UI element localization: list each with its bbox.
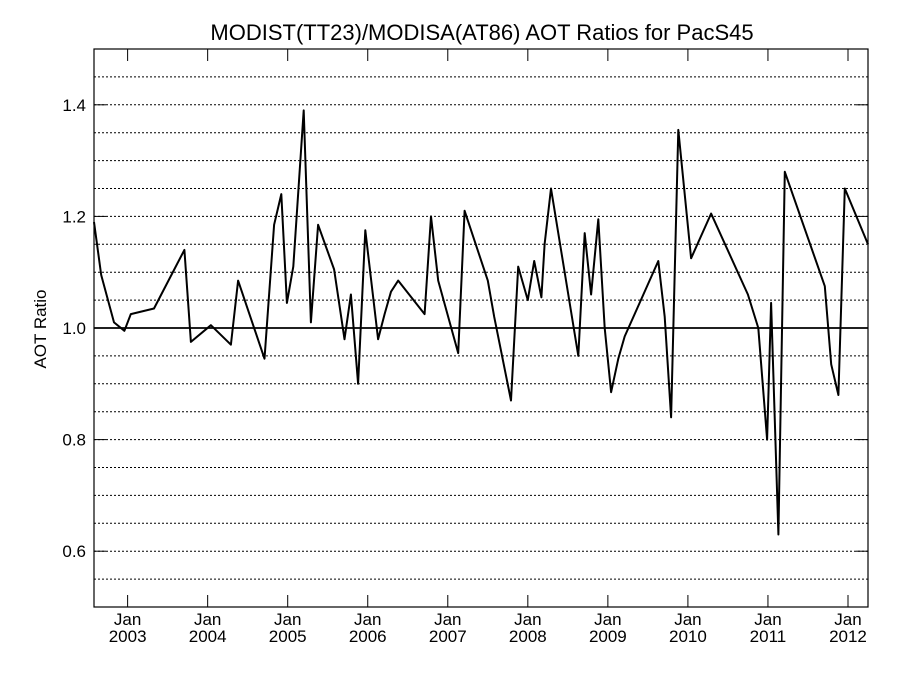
data-point bbox=[770, 302, 772, 304]
x-tick-year-label: 2010 bbox=[669, 627, 707, 646]
data-point bbox=[597, 218, 599, 220]
data-point bbox=[430, 215, 432, 217]
x-tick-month-label: Jan bbox=[754, 610, 781, 629]
data-point bbox=[617, 358, 619, 360]
data-point bbox=[390, 291, 392, 293]
data-point bbox=[424, 313, 426, 315]
data-point bbox=[784, 171, 786, 173]
grid-layer bbox=[94, 76, 868, 580]
data-point bbox=[837, 394, 839, 396]
data-point bbox=[273, 224, 275, 226]
data-point bbox=[757, 327, 759, 329]
data-point bbox=[357, 383, 359, 385]
data-point bbox=[517, 266, 519, 268]
x-tick-year-label: 2012 bbox=[829, 627, 867, 646]
data-point bbox=[844, 188, 846, 189]
data-point bbox=[824, 285, 826, 287]
x-tick-month-label: Jan bbox=[594, 610, 621, 629]
data-point bbox=[130, 313, 132, 315]
chart-title: MODIST(TT23)/MODISA(AT86) AOT Ratios for… bbox=[210, 20, 753, 45]
x-tick-month-label: Jan bbox=[434, 610, 461, 629]
plot-frame bbox=[93, 48, 869, 608]
data-point bbox=[377, 338, 379, 340]
data-point bbox=[624, 335, 626, 337]
data-point bbox=[487, 280, 489, 282]
data-point bbox=[464, 210, 466, 212]
x-tick-year-label: 2011 bbox=[750, 627, 787, 646]
series-line bbox=[93, 109, 869, 536]
data-point bbox=[664, 316, 666, 318]
data-point bbox=[533, 260, 535, 262]
y-tick-label: 1.4 bbox=[62, 96, 86, 115]
data-point bbox=[183, 249, 185, 251]
x-tick-year-label: 2009 bbox=[589, 627, 627, 646]
data-point bbox=[584, 232, 586, 234]
data-point bbox=[657, 260, 659, 262]
data-point bbox=[397, 280, 399, 282]
x-tick-year-label: 2006 bbox=[349, 627, 387, 646]
data-point bbox=[113, 321, 115, 323]
data-point bbox=[237, 280, 239, 282]
data-point bbox=[550, 188, 552, 189]
x-tick-month-label: Jan bbox=[834, 610, 861, 629]
data-point bbox=[540, 296, 542, 298]
point-layer bbox=[93, 109, 869, 535]
data-point bbox=[690, 257, 692, 259]
tick-layer: 0.60.81.01.21.4Jan2003Jan2004Jan2005Jan2… bbox=[62, 49, 868, 646]
x-tick-year-label: 2007 bbox=[429, 627, 467, 646]
data-point bbox=[364, 229, 366, 231]
data-point bbox=[303, 109, 305, 111]
x-tick-month-label: Jan bbox=[354, 610, 381, 629]
data-point bbox=[590, 294, 592, 295]
data-point bbox=[604, 327, 606, 329]
x-tick-year-label: 2004 bbox=[189, 627, 227, 646]
x-tick-month-label: Jan bbox=[514, 610, 541, 629]
x-tick-month-label: Jan bbox=[114, 610, 141, 629]
data-point bbox=[310, 321, 312, 323]
data-point bbox=[527, 299, 529, 301]
x-tick-year-label: 2008 bbox=[509, 627, 547, 646]
x-tick-month-label: Jan bbox=[674, 610, 701, 629]
data-point bbox=[710, 213, 712, 215]
data-point bbox=[344, 338, 345, 340]
y-tick-label: 0.6 bbox=[62, 542, 86, 561]
data-point bbox=[670, 416, 672, 418]
data-point bbox=[577, 355, 579, 357]
data-point bbox=[292, 266, 294, 268]
x-tick-year-label: 2003 bbox=[109, 627, 147, 646]
data-point bbox=[677, 129, 679, 131]
data-point bbox=[610, 391, 612, 393]
data-point bbox=[190, 341, 192, 343]
data-point bbox=[766, 439, 768, 441]
data-point bbox=[830, 363, 832, 365]
data-point bbox=[317, 224, 319, 226]
y-axis-label: AOT Ratio bbox=[31, 289, 50, 368]
data-point bbox=[210, 324, 212, 326]
data-point bbox=[123, 330, 125, 332]
data-point bbox=[230, 344, 232, 346]
data-point bbox=[286, 302, 288, 304]
data-point bbox=[280, 193, 282, 195]
data-point bbox=[510, 400, 512, 401]
data-point bbox=[350, 294, 352, 295]
data-point bbox=[493, 316, 495, 318]
data-point bbox=[333, 268, 335, 270]
x-tick-month-label: Jan bbox=[194, 610, 221, 629]
data-point bbox=[544, 243, 546, 245]
data-point bbox=[153, 308, 155, 309]
data-point bbox=[747, 294, 749, 295]
y-tick-label: 1.0 bbox=[62, 319, 86, 338]
data-point bbox=[437, 280, 439, 282]
data-point bbox=[457, 352, 459, 354]
data-point bbox=[264, 358, 265, 360]
y-tick-label: 1.2 bbox=[62, 207, 86, 226]
x-tick-month-label: Jan bbox=[274, 610, 301, 629]
data-point bbox=[777, 534, 779, 535]
data-point bbox=[384, 313, 386, 315]
y-tick-label: 0.8 bbox=[62, 431, 86, 450]
x-tick-year-label: 2005 bbox=[269, 627, 307, 646]
data-point bbox=[100, 274, 102, 276]
